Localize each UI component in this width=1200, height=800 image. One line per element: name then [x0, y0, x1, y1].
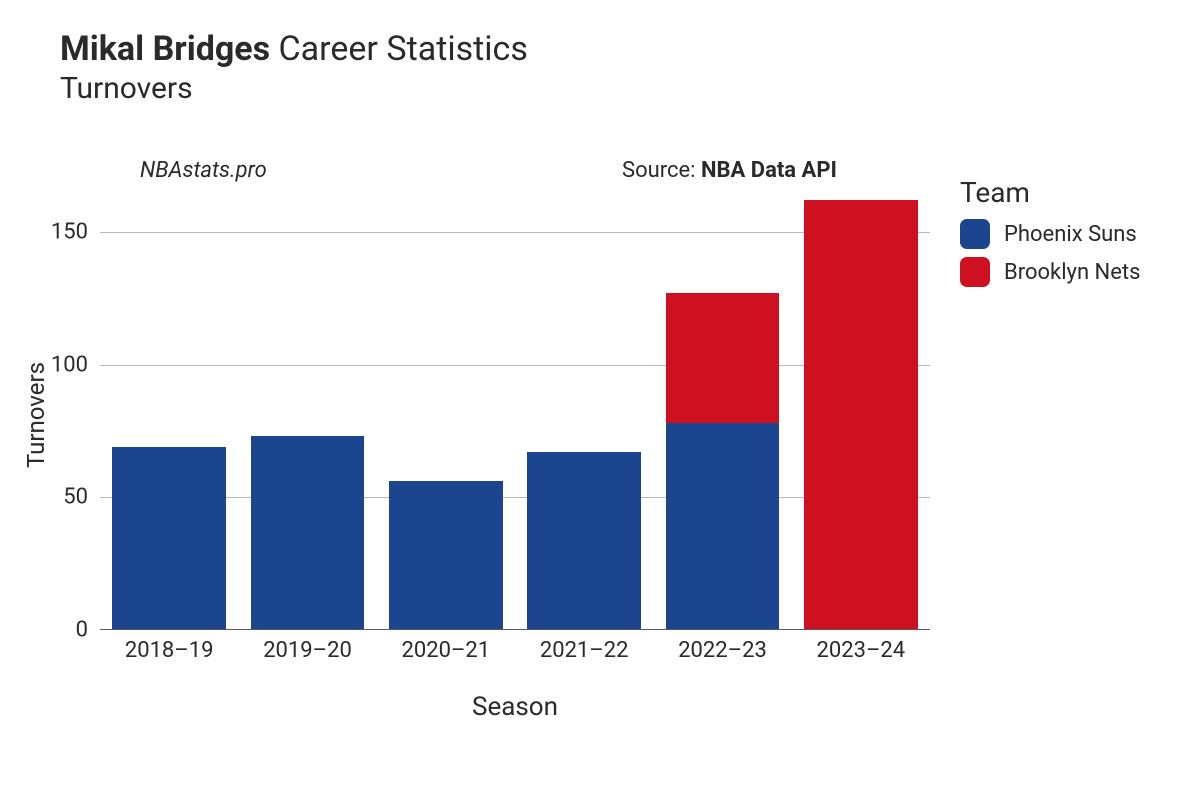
x-axis-baseline — [100, 629, 930, 630]
y-tick-label: 150 — [51, 219, 88, 244]
x-tick-label: 2023–24 — [817, 638, 906, 663]
title-suffix: Career Statistics — [279, 29, 528, 69]
legend-item: Brooklyn Nets — [960, 257, 1140, 287]
bar-segment-phoenix — [527, 452, 640, 630]
title-stat-name: Turnovers — [60, 71, 528, 106]
y-tick-label: 50 — [63, 485, 88, 510]
x-tick-label: 2022–23 — [678, 638, 767, 663]
bar-segment-phoenix — [666, 423, 779, 630]
x-axis-label: Season — [472, 692, 558, 722]
bar-segment-phoenix — [389, 481, 502, 630]
chart-plot-area: 0501001502018–192019–202020–212021–22202… — [100, 200, 930, 630]
source-name: NBA Data API — [701, 158, 837, 183]
x-tick-label: 2021–22 — [540, 638, 629, 663]
x-tick-label: 2019–20 — [263, 638, 352, 663]
legend-item: Phoenix Suns — [960, 219, 1140, 249]
source-line: Source: NBA Data API — [622, 158, 837, 183]
legend-label: Phoenix Suns — [1004, 222, 1137, 247]
legend: Team Phoenix Suns Brooklyn Nets — [960, 176, 1140, 295]
legend-swatch — [960, 219, 990, 249]
source-prefix: Source: — [622, 158, 701, 183]
y-tick-label: 100 — [51, 352, 88, 377]
chart-title: Mikal Bridges Career Statistics Turnover… — [60, 28, 528, 106]
y-axis-label: Turnovers — [22, 362, 50, 468]
bar-segment-brooklyn — [666, 293, 779, 423]
x-tick-label: 2018–19 — [125, 638, 214, 663]
bar-segment-phoenix — [251, 436, 364, 630]
legend-label: Brooklyn Nets — [1004, 260, 1140, 285]
credit-text: NBAstats.pro — [140, 158, 267, 183]
legend-swatch — [960, 257, 990, 287]
legend-title: Team — [960, 176, 1140, 209]
bar-segment-phoenix — [112, 447, 225, 630]
bar-segment-brooklyn — [804, 200, 917, 630]
title-player-name: Mikal Bridges — [60, 29, 270, 69]
x-tick-label: 2020–21 — [402, 638, 491, 663]
y-tick-label: 0 — [76, 618, 88, 643]
